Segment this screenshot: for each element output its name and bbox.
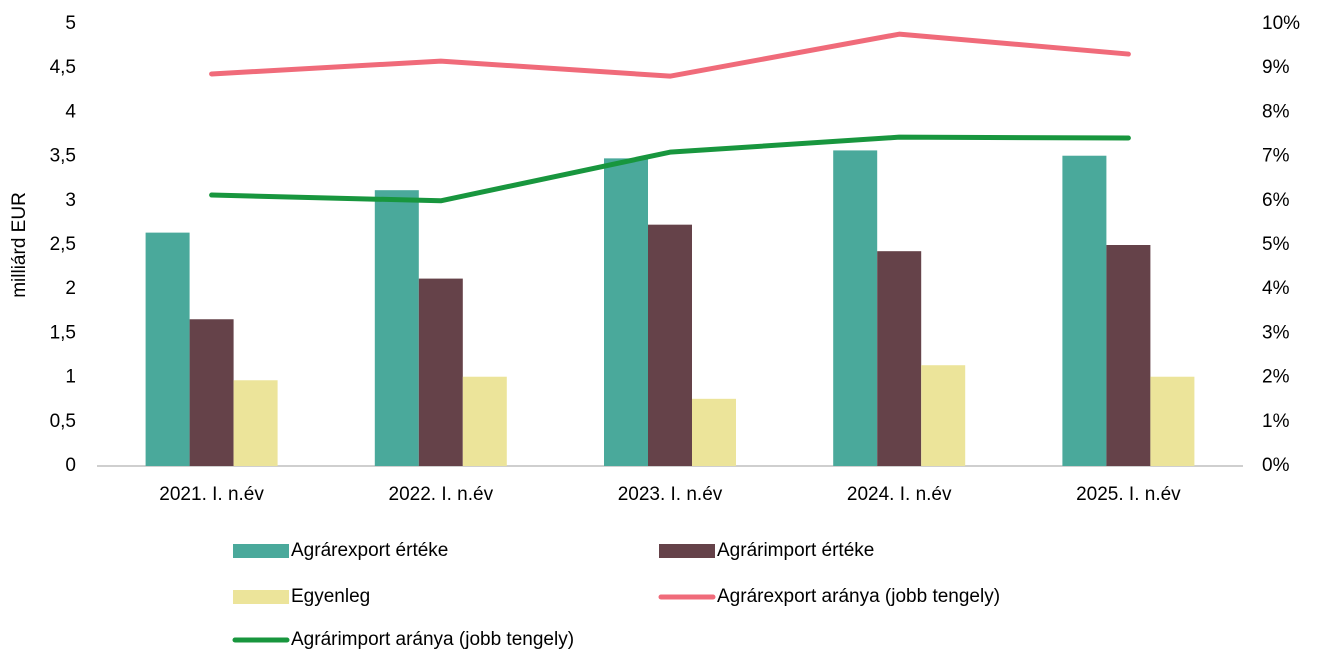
y2-tick-label: 7% xyxy=(1262,146,1290,167)
bar xyxy=(648,224,692,466)
y2-tick-label: 8% xyxy=(1262,101,1290,122)
bar xyxy=(233,380,278,466)
legend-swatch xyxy=(233,544,289,558)
y-tick-label: 2 xyxy=(65,278,76,299)
y-axis-title: milliárd EUR xyxy=(9,192,30,298)
y-tick-label: 0 xyxy=(65,455,76,476)
y2-tick-label: 9% xyxy=(1262,57,1290,78)
y-tick-label: 4 xyxy=(65,101,76,122)
y-tick-label: 1 xyxy=(65,367,76,388)
legend-label: Agrárexport értéke xyxy=(291,540,448,561)
y-tick-label: 3,5 xyxy=(50,146,76,167)
y2-tick-label: 3% xyxy=(1262,322,1290,343)
y2-tick-label: 2% xyxy=(1262,367,1290,388)
bar xyxy=(877,251,922,466)
bar xyxy=(189,319,234,466)
y2-tick-label: 0% xyxy=(1262,455,1290,476)
legend-swatch xyxy=(233,590,289,604)
bar xyxy=(692,398,736,466)
legend-label: Egyenleg xyxy=(291,586,370,607)
y-tick-label: 1,5 xyxy=(50,322,76,343)
legend-label: Agrárimport értéke xyxy=(717,540,874,561)
bar xyxy=(1062,155,1107,466)
y-tick-label: 3 xyxy=(65,190,76,211)
y-tick-label: 5 xyxy=(65,13,76,34)
y-tick-label: 2,5 xyxy=(50,234,76,255)
x-tick-label: 2023. I. n.év xyxy=(618,484,723,505)
line-series xyxy=(209,31,1131,79)
x-tick-label: 2025. I. n.év xyxy=(1076,484,1181,505)
y-tick-label: 0,5 xyxy=(50,411,76,432)
bar xyxy=(604,158,648,467)
bar xyxy=(462,376,507,466)
y2-tick-label: 1% xyxy=(1262,411,1290,432)
bar xyxy=(418,278,463,466)
bar xyxy=(833,150,878,467)
bar xyxy=(921,365,966,466)
bar xyxy=(374,190,419,466)
bar xyxy=(1150,376,1195,466)
y2-tick-label: 10% xyxy=(1262,13,1300,34)
legend-label: Agrárexport aránya (jobb tengely) xyxy=(717,586,1000,607)
x-tick-label: 2022. I. n.év xyxy=(389,484,494,505)
y2-tick-label: 4% xyxy=(1262,278,1290,299)
line-series xyxy=(209,134,1131,204)
x-tick-label: 2021. I. n.év xyxy=(159,484,264,505)
bar xyxy=(145,232,190,466)
x-tick-label: 2024. I. n.év xyxy=(847,484,952,505)
y2-tick-label: 6% xyxy=(1262,190,1290,211)
y2-tick-label: 5% xyxy=(1262,234,1290,255)
y-tick-label: 4,5 xyxy=(50,57,76,78)
legend-swatch xyxy=(659,544,715,558)
legend-label: Agrárimport aránya (jobb tengely) xyxy=(291,629,574,650)
bar xyxy=(1106,245,1151,466)
